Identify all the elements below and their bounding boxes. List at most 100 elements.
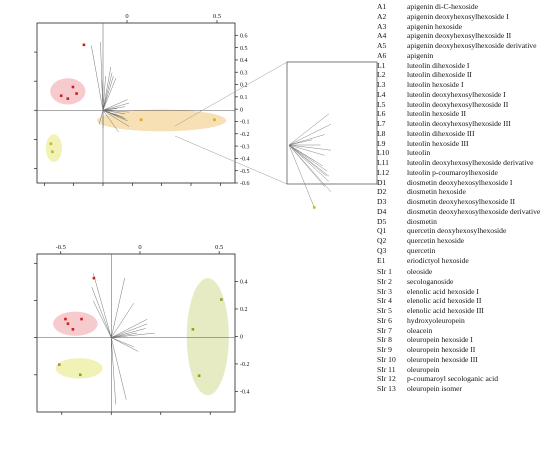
loading-vector (102, 76, 114, 111)
legend-name: oleuropein (407, 364, 440, 374)
legend-code: L8 (377, 128, 386, 138)
right-tick-label: 0 (240, 107, 243, 113)
loading-vector (93, 300, 112, 338)
legend-code: SIr 13 (377, 384, 396, 393)
right-tick-label: -0.4 (240, 157, 250, 163)
loading-vector (111, 332, 155, 338)
right-tick-label: -0.4 (240, 390, 250, 396)
legend-name: oleuropein isomer (407, 384, 463, 393)
legend-row: SIr 5 elenolic acid hexoside III (377, 307, 484, 315)
score-point (79, 373, 82, 377)
plot-frame (36, 22, 236, 184)
right-tick-label: 0.2 (240, 307, 248, 313)
legend-name: quercetin deoxyhexosylhexoside (407, 226, 507, 236)
score-point (75, 92, 78, 95)
score-point (80, 317, 83, 321)
score-point (82, 43, 86, 47)
legend-code: L6 (377, 109, 386, 119)
right-tick-label: -0.6 (240, 181, 250, 187)
loading-vector (102, 72, 113, 111)
right-tick-label: 0.1 (240, 95, 248, 101)
right-tick-label: -0.2 (240, 132, 250, 138)
legend-name: luteolin hexoside III (407, 138, 469, 148)
loading-vector (111, 319, 148, 338)
legend-row: SIr 3 elenolic acid hexoside I (377, 286, 479, 296)
legend-code: L7 (377, 119, 386, 128)
zoom-loading-vector (288, 144, 323, 166)
loading-vector (102, 110, 126, 115)
legend-row: L4 luteolin deoxyhexosylhexoside I (377, 91, 506, 99)
loading-vector (111, 328, 146, 338)
legend-name: apigenin hexoside (407, 21, 463, 31)
legend-name: luteolin dihexoside I (407, 60, 470, 70)
loading-vector (102, 67, 112, 111)
legend-row: SIr 2 secologanoside (377, 278, 453, 286)
loading-vector (102, 102, 130, 111)
group-ellipse (186, 278, 229, 396)
legend-name: luteolin hexoside I (407, 80, 464, 89)
legend-name: apigenin deoxyhexosylhexoside derivative (407, 41, 537, 50)
score-point (191, 327, 195, 331)
score-point (71, 85, 75, 89)
legend-row: Q3 quercetin (377, 247, 435, 255)
zoom-loading-vector (288, 144, 327, 172)
legend-name: elenolic acid hexoside I (407, 286, 479, 296)
biplot-flavonoids-zoom-inset (174, 61, 378, 209)
legend-name: diosmetin (407, 216, 437, 226)
legend-name: luteolin deoxyhexosylhexoside II (407, 99, 509, 109)
legend-code: SIr 9 (377, 345, 392, 354)
legend-row: E1 eriodictyol hexoside (377, 255, 469, 265)
group-ellipse (55, 358, 103, 379)
legend-code: SIr 11 (377, 364, 396, 374)
legend-name: oleacein (407, 325, 433, 335)
legend-name: oleoside (407, 267, 433, 276)
legend-row: SIr 1 oleoside (377, 268, 432, 276)
legend-row: L7 luteolin deoxyhexosylhexoside III (377, 120, 511, 128)
loading-vector (111, 337, 116, 405)
legend-name: diosmetin hexoside (407, 187, 466, 197)
right-tick-label: 0.4 (240, 58, 248, 64)
score-point (57, 363, 61, 366)
legend-name: luteolin deoxyhexosylhexoside derivative (407, 158, 534, 167)
legend-row: L6 luteolin hexoside II (377, 110, 466, 118)
loading-vector (102, 110, 119, 133)
legend-code: E1 (377, 255, 386, 265)
loading-vector (102, 110, 130, 113)
legend-name: quercetin hexoside (407, 236, 465, 245)
legend-name: oleuropein hexoside I (407, 335, 473, 345)
loading-vector (111, 337, 139, 352)
legend-row: D4 diosmetin deoxyhexosylhexoside derivat… (377, 208, 540, 216)
legend-row: SIr 8 oleuropein hexoside I (377, 336, 473, 344)
score-point (92, 276, 96, 280)
right-tick-label: 0.2 (240, 83, 248, 89)
biplot-secoiridoids: -0.5 0 0.5 -0.4 -0.2 0 0.2 0.4 (34, 244, 250, 415)
zoom-loading-vector (288, 113, 330, 146)
legend-row: SIr 7 oleacein (377, 325, 433, 335)
loading-vector (102, 110, 128, 122)
zoom-loading-vector (288, 144, 325, 156)
legend-code: L5 (377, 99, 386, 109)
score-point (139, 118, 143, 122)
legend-name: apigenin di-C-hexoside (407, 2, 479, 11)
legend-code: A1 (377, 2, 387, 11)
legend-code: Q2 (377, 236, 387, 245)
loading-vector (93, 273, 112, 338)
legend-code: L2 (377, 70, 386, 80)
right-tick-label: -0.5 (240, 169, 250, 175)
right-tick-label: -0.2 (240, 362, 250, 368)
legend-row: Q1 quercetin deoxyhexosylhexoside (377, 227, 506, 235)
loading-vector (91, 286, 112, 338)
plot-frame (36, 253, 236, 413)
loading-vector (111, 337, 134, 348)
legend-row: L5 luteolin deoxyhexosylhexoside II (377, 99, 509, 109)
group-ellipse (45, 134, 62, 162)
loading-vector (111, 303, 134, 338)
legend-code: D5 (377, 216, 387, 226)
legend-name: eriodictyol hexoside (407, 255, 469, 265)
legend-name: luteolin dihexoside III (407, 128, 475, 138)
legend-code: L12 (377, 167, 390, 177)
legend-code: A4 (377, 31, 387, 41)
legend-name: quercetin (407, 245, 436, 255)
legend-row: SIr 6 hydroxyoleuropein (377, 317, 465, 325)
